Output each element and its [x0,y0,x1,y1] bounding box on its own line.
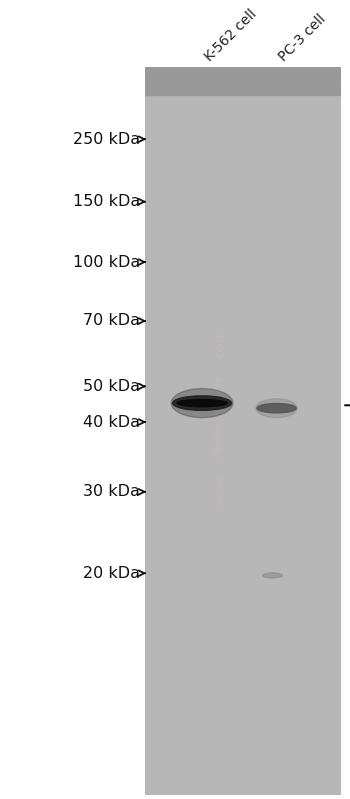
Ellipse shape [256,399,297,418]
Text: www.: www. [213,470,226,508]
Ellipse shape [257,403,296,413]
Text: PC-3 cell: PC-3 cell [276,12,329,64]
Text: 20 kDa: 20 kDa [83,566,140,581]
Text: 250 kDa: 250 kDa [73,132,140,147]
Text: K-562 cell: K-562 cell [202,6,259,64]
Text: .com: .com [213,328,226,362]
Ellipse shape [263,573,282,578]
Text: 30 kDa: 30 kDa [83,484,140,499]
Ellipse shape [173,396,231,411]
Text: Proteintech: Proteintech [213,376,226,458]
Text: 40 kDa: 40 kDa [83,415,140,430]
Ellipse shape [177,400,227,407]
Text: 150 kDa: 150 kDa [73,194,140,209]
Ellipse shape [171,388,233,418]
Text: 70 kDa: 70 kDa [83,313,140,328]
Text: 100 kDa: 100 kDa [73,255,140,269]
Text: 50 kDa: 50 kDa [83,379,140,394]
